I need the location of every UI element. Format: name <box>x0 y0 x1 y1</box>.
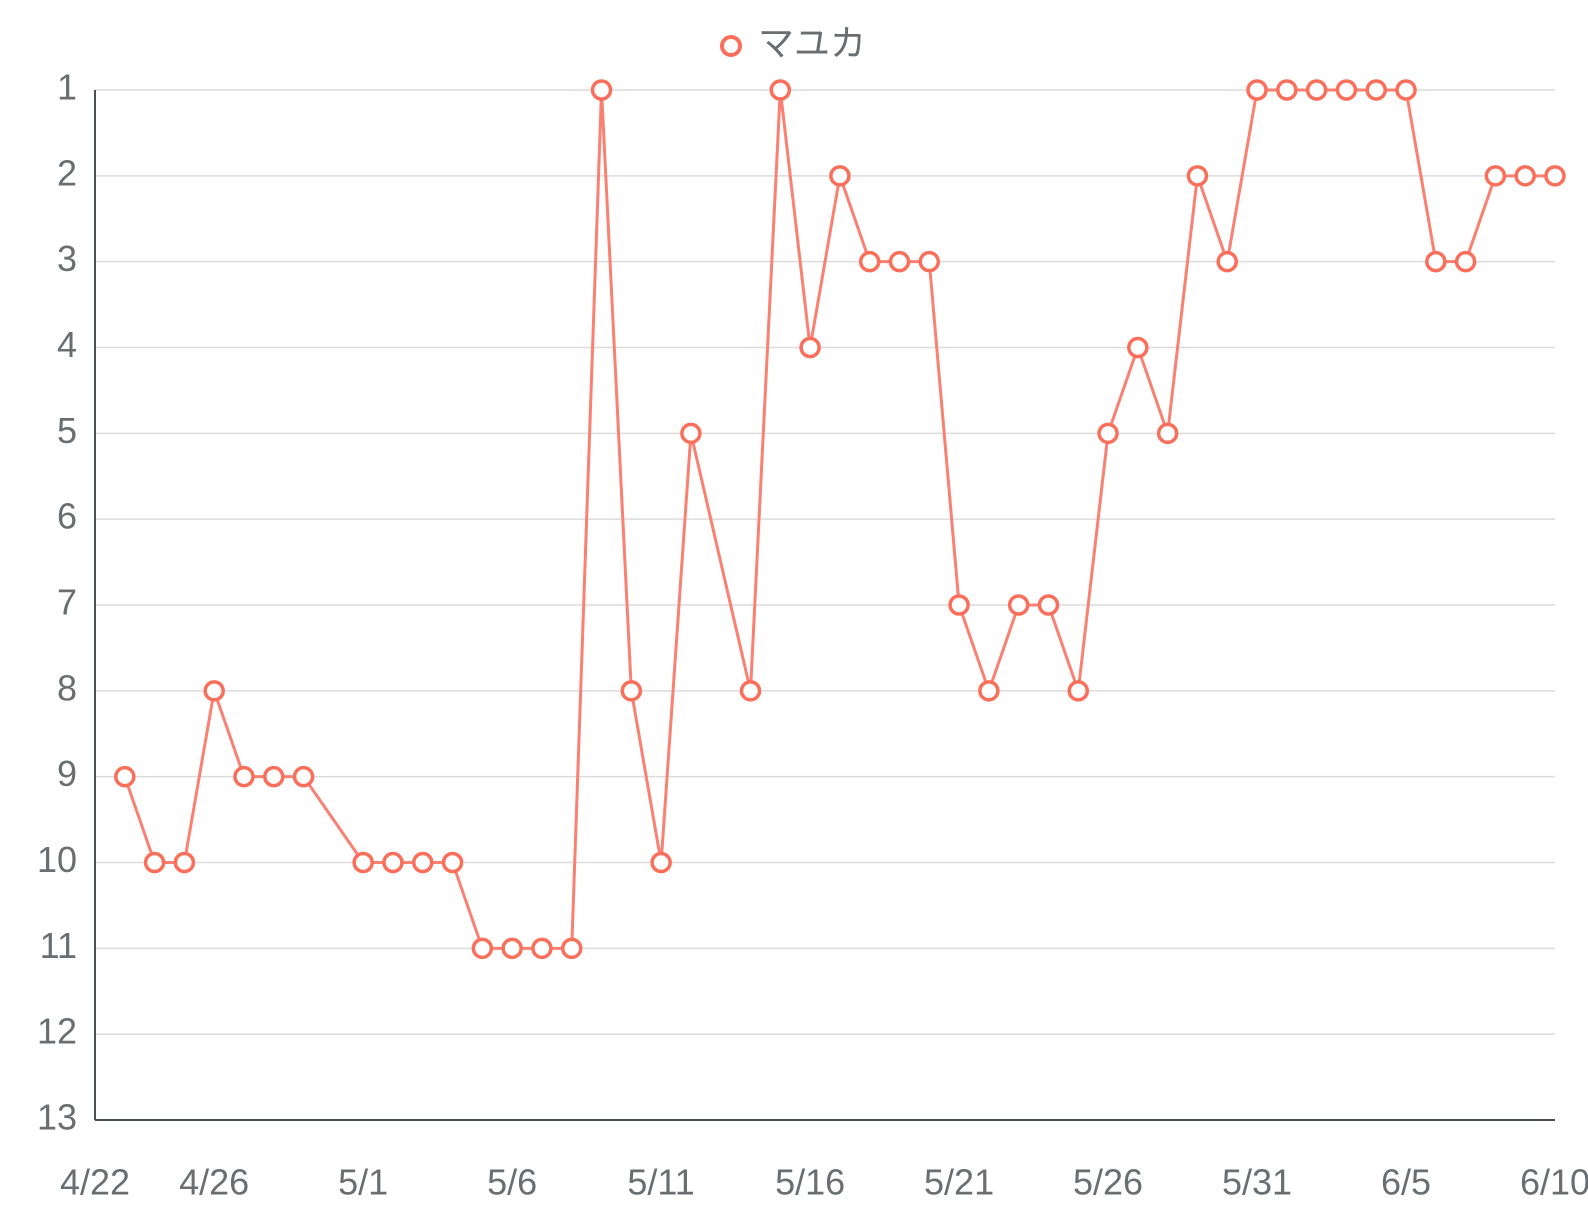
data-point <box>1248 81 1266 99</box>
x-tick-label: 5/31 <box>1222 1161 1292 1202</box>
data-point <box>682 424 700 442</box>
data-point <box>950 596 968 614</box>
x-tick-label: 5/21 <box>924 1161 994 1202</box>
legend-marker <box>722 37 740 55</box>
data-point <box>980 682 998 700</box>
data-point <box>593 81 611 99</box>
data-point <box>890 253 908 271</box>
data-point <box>1308 81 1326 99</box>
data-point <box>235 768 253 786</box>
data-point <box>265 768 283 786</box>
data-point <box>1278 81 1296 99</box>
data-point <box>1397 81 1415 99</box>
data-point <box>771 81 789 99</box>
data-point <box>742 682 760 700</box>
ranking-line-chart: 123456789101112134/224/265/15/65/115/165… <box>0 0 1588 1216</box>
data-point <box>354 854 372 872</box>
data-point <box>1099 424 1117 442</box>
data-point <box>1486 167 1504 185</box>
y-tick-label: 7 <box>57 582 77 623</box>
y-tick-label: 12 <box>37 1011 77 1052</box>
data-point <box>146 854 164 872</box>
data-point <box>652 854 670 872</box>
x-tick-label: 6/5 <box>1381 1161 1431 1202</box>
data-point <box>414 854 432 872</box>
y-tick-label: 2 <box>57 152 77 193</box>
data-point <box>1218 253 1236 271</box>
data-point <box>473 939 491 957</box>
data-point <box>622 682 640 700</box>
x-tick-label: 6/10 <box>1520 1161 1588 1202</box>
x-tick-label: 5/16 <box>775 1161 845 1202</box>
data-point <box>1427 253 1445 271</box>
data-point <box>1159 424 1177 442</box>
data-point <box>831 167 849 185</box>
x-tick-label: 4/22 <box>60 1161 130 1202</box>
data-point <box>205 682 223 700</box>
y-tick-label: 9 <box>57 753 77 794</box>
data-point <box>563 939 581 957</box>
data-point <box>1010 596 1028 614</box>
x-tick-label: 4/26 <box>179 1161 249 1202</box>
data-point <box>1039 596 1057 614</box>
data-point <box>444 854 462 872</box>
chart-svg: 123456789101112134/224/265/15/65/115/165… <box>0 0 1588 1216</box>
data-point <box>1069 682 1087 700</box>
data-point <box>295 768 313 786</box>
data-point <box>1516 167 1534 185</box>
y-tick-label: 11 <box>40 925 77 966</box>
y-tick-label: 6 <box>57 496 77 537</box>
y-tick-label: 13 <box>37 1097 77 1138</box>
data-point <box>384 854 402 872</box>
data-point <box>801 339 819 357</box>
data-point <box>1367 81 1385 99</box>
x-tick-label: 5/6 <box>487 1161 537 1202</box>
y-tick-label: 5 <box>57 410 77 451</box>
data-point <box>920 253 938 271</box>
y-tick-label: 1 <box>57 67 77 108</box>
data-point <box>533 939 551 957</box>
y-tick-label: 10 <box>37 839 77 880</box>
y-tick-label: 8 <box>57 667 77 708</box>
y-tick-label: 3 <box>57 238 77 279</box>
x-tick-label: 5/1 <box>338 1161 388 1202</box>
data-point <box>503 939 521 957</box>
data-point <box>1546 167 1564 185</box>
x-tick-label: 5/26 <box>1073 1161 1143 1202</box>
data-point <box>1337 81 1355 99</box>
data-point <box>1129 339 1147 357</box>
legend-label: マユカ <box>758 23 866 64</box>
data-point <box>1457 253 1475 271</box>
data-point <box>861 253 879 271</box>
data-point <box>1188 167 1206 185</box>
data-point <box>175 854 193 872</box>
data-point <box>116 768 134 786</box>
x-tick-label: 5/11 <box>627 1161 694 1202</box>
y-tick-label: 4 <box>57 324 77 365</box>
